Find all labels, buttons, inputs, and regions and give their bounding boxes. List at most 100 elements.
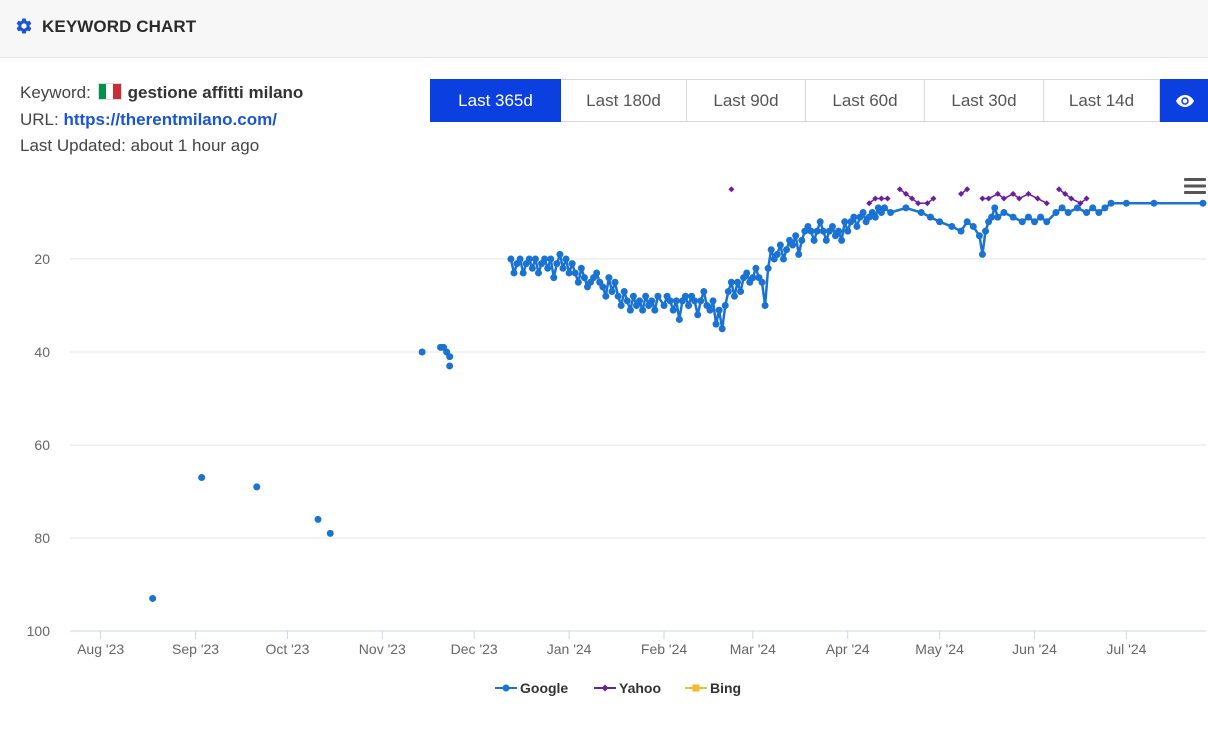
google-data-point [712, 320, 720, 328]
url-label: URL: [20, 109, 59, 129]
yahoo-data-point [979, 195, 986, 202]
yahoo-data-point [915, 200, 922, 207]
panel-title: KEYWORD CHART [42, 17, 197, 36]
eye-icon [1176, 94, 1194, 107]
x-tick-label: Oct '23 [265, 641, 309, 657]
google-data-point [553, 260, 561, 268]
google-data-point [795, 250, 803, 258]
google-data-point [669, 306, 677, 314]
italy-flag-icon [97, 83, 122, 100]
google-data-point [752, 264, 760, 272]
google-data-point [648, 297, 656, 305]
legend-marker-yahoo[interactable] [601, 684, 609, 692]
updated-label: Last Updated: [20, 136, 126, 155]
panel-header: KEYWORD CHART [0, 0, 1208, 58]
google-data-point [525, 255, 533, 263]
range-90d-button[interactable]: Last 90d [687, 79, 806, 122]
legend-label-yahoo[interactable]: Yahoo [619, 680, 661, 696]
yahoo-data-point [1034, 195, 1041, 202]
google-data-point [792, 232, 800, 240]
keyword-label: Keyword: [20, 83, 91, 102]
legend-marker-google[interactable] [502, 684, 510, 692]
google-data-point [850, 213, 858, 221]
keyword-row: Keyword: gestione affitti milano [20, 80, 303, 107]
google-data-point [507, 255, 515, 263]
x-tick-label: May '24 [915, 641, 964, 657]
y-tick-label: 20 [34, 251, 50, 267]
google-data-point [975, 232, 983, 240]
google-data-point [681, 292, 689, 300]
url-link[interactable]: https://therentmilano.com/ [63, 109, 277, 129]
google-data-point [789, 241, 797, 249]
google-data-point [571, 269, 579, 277]
range-60d-button[interactable]: Last 60d [806, 79, 925, 122]
keyword-value: gestione affitti milano [127, 83, 304, 102]
yahoo-data-point [964, 186, 971, 193]
visibility-toggle-button[interactable] [1160, 79, 1208, 122]
google-data-point [675, 315, 683, 323]
google-data-point [957, 227, 965, 235]
google-data-point [602, 292, 610, 300]
google-data-point [531, 255, 539, 263]
google-data-point [565, 269, 573, 277]
google-data-point [1018, 218, 1026, 226]
google-data-point [1031, 218, 1039, 226]
range-180d-button[interactable]: Last 180d [561, 79, 687, 122]
yahoo-data-point [1083, 195, 1090, 202]
google-data-point [887, 209, 895, 216]
google-data-point [767, 246, 775, 254]
yahoo-data-point [924, 200, 931, 207]
google-data-point [562, 255, 570, 263]
google-data-point [819, 227, 827, 235]
google-data-point [672, 297, 680, 305]
legend-marker-bing[interactable] [692, 684, 700, 692]
url-row: URL: https://therentmilano.com/ [20, 107, 303, 134]
google-data-point [1122, 199, 1130, 207]
yahoo-data-point [902, 190, 909, 197]
google-data-point [822, 236, 830, 244]
google-data-point [859, 209, 867, 216]
google-series-line [509, 201, 1203, 331]
yahoo-data-point [994, 190, 1001, 197]
google-data-point [743, 269, 751, 277]
yahoo-data-point [1000, 195, 1007, 202]
google-data-point [629, 292, 637, 300]
range-30d-button[interactable]: Last 30d [925, 79, 1044, 122]
range-365d-button[interactable]: Last 365d [430, 79, 561, 122]
gear-icon[interactable] [15, 17, 33, 35]
google-data-point [326, 529, 334, 537]
google-data-point [636, 297, 644, 305]
google-data-point [1199, 199, 1207, 207]
x-tick-label: Sep '23 [172, 641, 219, 657]
range-selector: Last 365d Last 180d Last 90d Last 60d La… [430, 79, 1208, 122]
google-data-point [577, 264, 585, 272]
google-data-point [721, 302, 729, 309]
google-data-point [611, 278, 619, 286]
google-data-point [709, 297, 717, 305]
google-data-point [626, 306, 634, 314]
chart-menu-icon[interactable] [1184, 177, 1206, 195]
updated-value: about 1 hour ago [130, 136, 260, 155]
google-data-point [617, 302, 625, 309]
google-data-point [969, 222, 977, 230]
google-data-point [700, 288, 708, 296]
yahoo-data-point [1056, 186, 1063, 193]
google-data-point [813, 227, 821, 235]
google-data-point [568, 260, 576, 268]
google-data-point [1009, 213, 1017, 221]
google-data-point [614, 292, 622, 300]
keyword-info: Keyword: gestione affitti milano URL: ht… [20, 80, 303, 160]
google-data-point [547, 255, 555, 263]
google-data-point [871, 213, 879, 221]
google-data-point [446, 353, 454, 361]
google-data-point [608, 288, 616, 296]
google-data-point [574, 278, 582, 286]
google-data-point [1024, 213, 1032, 221]
google-data-point [807, 227, 815, 235]
yahoo-data-point [896, 186, 903, 193]
legend-label-bing[interactable]: Bing [710, 680, 741, 696]
google-data-point [559, 264, 567, 272]
google-data-point [853, 222, 861, 230]
range-14d-button[interactable]: Last 14d [1044, 79, 1160, 122]
legend-label-google[interactable]: Google [520, 680, 568, 696]
